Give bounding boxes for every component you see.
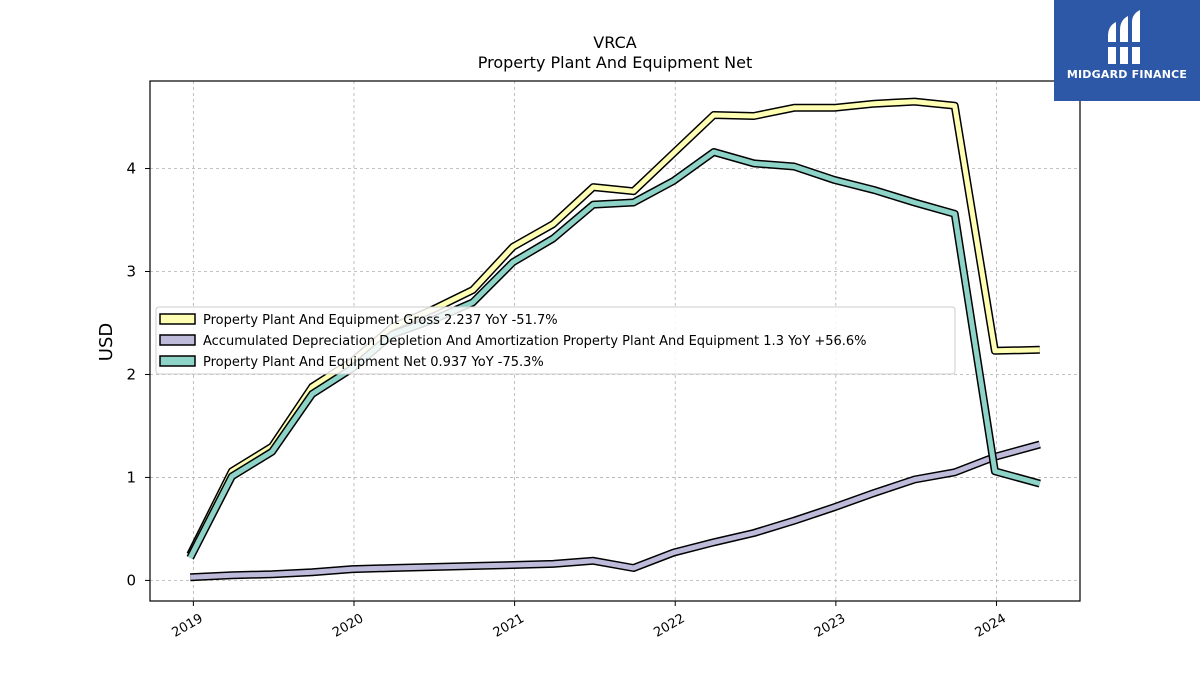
legend-box <box>155 306 956 375</box>
legend-label: Accumulated Depreciation Depletion And A… <box>203 334 867 349</box>
legend-item: Property Plant And Equipment Gross 2.237… <box>159 313 558 328</box>
x-tick-label: 2023 <box>812 611 848 641</box>
y-tick-label: 3 <box>126 262 136 280</box>
legend-item: Accumulated Depreciation Depletion And A… <box>159 334 867 349</box>
chart-subtitle: Property Plant And Equipment Net <box>478 53 753 72</box>
legend-label: Property Plant And Equipment Gross 2.237… <box>203 313 558 328</box>
plot-frame <box>149 80 1081 602</box>
series-lines <box>186 97 1041 582</box>
x-tick-label: 2021 <box>491 611 527 641</box>
series-stroke <box>190 442 1041 580</box>
legend-swatch <box>159 334 196 346</box>
y-tick-label: 1 <box>126 468 136 486</box>
series-line <box>190 440 1041 582</box>
midgard-logo-icon <box>1106 10 1144 64</box>
series-outline <box>190 440 1041 582</box>
y-axis-label: USD <box>96 323 117 361</box>
y-tick-label: 4 <box>126 160 136 178</box>
x-tick-label: 2022 <box>651 611 687 641</box>
legend-swatch <box>159 313 196 325</box>
y-tick-label: 2 <box>126 365 136 383</box>
chart-title: VRCA <box>593 33 636 52</box>
legend: Property Plant And Equipment Gross 2.237… <box>155 306 956 375</box>
legend-item: Property Plant And Equipment Net 0.937 Y… <box>159 355 544 370</box>
axis-ticks: 2019 2020 2021 2022 2023 2024 0 1 2 3 4 <box>126 160 1008 641</box>
logo-text: MIDGARD FINANCE <box>1066 68 1188 81</box>
x-tick-label: 2024 <box>973 611 1009 641</box>
x-tick-label: 2020 <box>330 611 366 641</box>
legend-label: Property Plant And Equipment Net 0.937 Y… <box>203 355 544 370</box>
series-stroke <box>187 149 1041 559</box>
legend-swatch <box>159 355 196 367</box>
y-tick-label: 0 <box>126 571 136 589</box>
logo: MIDGARD FINANCE <box>1054 0 1200 101</box>
series-line <box>186 148 1041 560</box>
x-tick-label: 2019 <box>170 611 206 641</box>
